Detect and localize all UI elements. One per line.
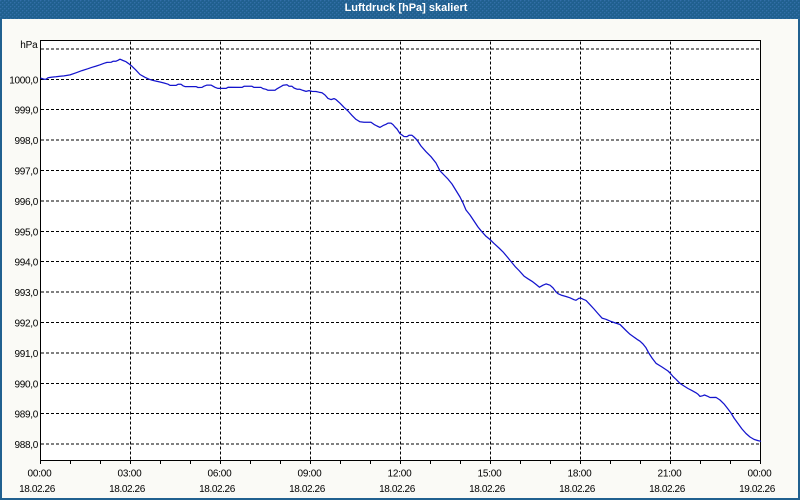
svg-text:997,0: 997,0	[14, 167, 38, 178]
svg-text:992,0: 992,0	[14, 319, 38, 330]
svg-text:999,0: 999,0	[14, 106, 38, 117]
svg-text:18.02.26: 18.02.26	[19, 484, 56, 495]
svg-text:21:00: 21:00	[657, 469, 682, 480]
svg-text:18.02.26: 18.02.26	[559, 484, 596, 495]
svg-text:hPa: hPa	[20, 40, 38, 51]
svg-text:18.02.26: 18.02.26	[469, 484, 506, 495]
svg-text:06:00: 06:00	[207, 469, 232, 480]
svg-text:00:00: 00:00	[747, 469, 772, 480]
svg-text:15:00: 15:00	[477, 469, 502, 480]
svg-text:995,0: 995,0	[14, 227, 38, 238]
svg-text:991,0: 991,0	[14, 349, 38, 360]
svg-text:18.02.26: 18.02.26	[199, 484, 236, 495]
svg-text:09:00: 09:00	[297, 469, 322, 480]
svg-text:993,0: 993,0	[14, 288, 38, 299]
svg-text:18.02.26: 18.02.26	[379, 484, 416, 495]
svg-text:990,0: 990,0	[14, 379, 38, 390]
svg-text:18:00: 18:00	[567, 469, 592, 480]
svg-text:998,0: 998,0	[14, 136, 38, 147]
svg-text:996,0: 996,0	[14, 197, 38, 208]
svg-text:988,0: 988,0	[14, 440, 38, 451]
svg-text:1000,0: 1000,0	[9, 75, 39, 86]
svg-text:19.02.26: 19.02.26	[739, 484, 776, 495]
svg-text:12:00: 12:00	[387, 469, 412, 480]
svg-text:994,0: 994,0	[14, 258, 38, 269]
svg-text:03:00: 03:00	[117, 469, 142, 480]
svg-text:00:00: 00:00	[27, 469, 52, 480]
svg-text:18.02.26: 18.02.26	[289, 484, 326, 495]
svg-text:18.02.26: 18.02.26	[649, 484, 686, 495]
svg-text:989,0: 989,0	[14, 410, 38, 421]
svg-text:18.02.26: 18.02.26	[109, 484, 146, 495]
